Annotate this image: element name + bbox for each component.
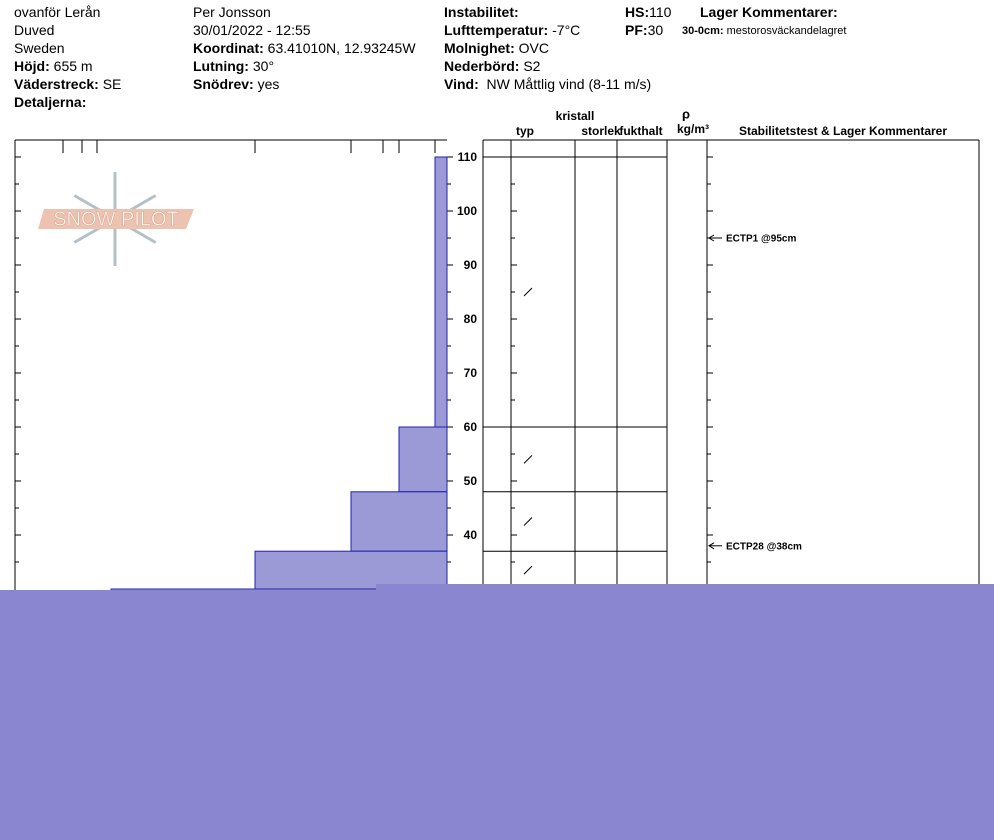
value: 30°	[252, 58, 275, 74]
y-tick-label: 70	[464, 366, 478, 380]
column-header: Stabilitetstest & Lager Kommentarer	[739, 124, 947, 138]
value: 655 m	[53, 58, 93, 74]
value: SE	[102, 76, 122, 92]
field: Lager Kommentarer:	[700, 3, 838, 21]
logo-text: SNOW PILOT	[53, 208, 179, 230]
label: Detaljerna:	[14, 94, 87, 110]
overlay	[0, 590, 994, 840]
field: Molnighet: OVC	[444, 39, 549, 57]
grain-symbol	[523, 455, 533, 464]
field: Väderstreck: SE	[14, 75, 121, 93]
hardness-bar	[254, 550, 448, 590]
label: Lufttemperatur:	[444, 22, 549, 38]
y-tick-label: 40	[464, 528, 478, 542]
label: Molnighet:	[444, 40, 515, 56]
label: Lager Kommentarer:	[700, 4, 838, 20]
label: Snödrev:	[193, 76, 254, 92]
value: OVC	[518, 40, 549, 56]
column-header: storlek	[581, 124, 621, 138]
column-header: typ	[516, 124, 534, 138]
field: Detaljerna:	[14, 93, 86, 111]
location: ovanför Lerån	[14, 4, 101, 20]
test-label: ECTP1 @95cm	[726, 234, 796, 245]
label: HS:	[625, 4, 650, 20]
test-label: ECTP28 @38cm	[726, 541, 802, 552]
y-tick-label: 80	[464, 312, 478, 326]
field: Lufttemperatur: -7°C	[444, 21, 580, 39]
column-header: fukthalt	[619, 124, 662, 138]
field: PF:30	[625, 21, 663, 39]
field: Nederbörd: S2	[444, 57, 540, 75]
column-header: kg/m³	[677, 122, 709, 136]
hardness-bar	[350, 491, 448, 552]
value: 63.41010N, 12.93245W	[267, 40, 416, 56]
value: mestorosväckandelagret	[726, 25, 847, 37]
hardness-bar	[434, 156, 448, 428]
location: Duved	[14, 22, 55, 38]
column-header: ρ	[682, 106, 690, 121]
logo: SNOW PILOT	[38, 172, 194, 266]
value: yes	[257, 76, 280, 92]
value: S2	[523, 58, 541, 74]
field: HS:110	[625, 3, 671, 21]
label: 30-0cm:	[682, 25, 724, 37]
logo-band	[38, 209, 194, 229]
test-arrowhead	[708, 542, 715, 550]
y-tick-label: 50	[464, 474, 478, 488]
overlay	[376, 584, 994, 594]
value: -7°C	[552, 22, 581, 38]
grain-symbol	[523, 287, 533, 297]
field: Koordinat: 63.41010N, 12.93245W	[193, 39, 416, 57]
observer: Per Jonsson	[193, 4, 271, 20]
y-tick-label: 100	[457, 204, 477, 218]
label: Lutning:	[193, 58, 249, 74]
label: Höjd:	[14, 58, 50, 74]
label: PF:	[625, 22, 648, 38]
field: Höjd: 655 m	[14, 57, 93, 75]
grain-symbol	[523, 517, 533, 526]
value: 110	[649, 4, 672, 20]
y-tick-label: 60	[464, 420, 478, 434]
hardness-bar	[398, 426, 448, 493]
label: Instabilitet:	[444, 4, 519, 20]
label: Vind:	[444, 76, 479, 92]
field: Snödrev: yes	[193, 75, 279, 93]
value: 30	[647, 22, 664, 38]
field: Instabilitet:	[444, 3, 519, 21]
label: Koordinat:	[193, 40, 264, 56]
y-tick-label: 110	[458, 150, 478, 164]
value: NW Måttlig vind (8-11 m/s)	[486, 76, 652, 92]
test-arrowhead	[708, 234, 715, 242]
comment: 30-0cm: mestorosväckandelagret	[682, 22, 846, 40]
datetime: 30/01/2022 - 12:55	[193, 22, 311, 38]
label: Väderstreck:	[14, 76, 99, 92]
field: Lutning: 30°	[193, 57, 274, 75]
label: Nederbörd:	[444, 58, 520, 74]
location: Sweden	[14, 40, 65, 56]
field: Vind: NW Måttlig vind (8-11 m/s)	[444, 75, 651, 93]
y-tick-label: 90	[464, 258, 478, 272]
grain-symbol	[523, 565, 533, 575]
column-header: kristall	[556, 109, 595, 123]
